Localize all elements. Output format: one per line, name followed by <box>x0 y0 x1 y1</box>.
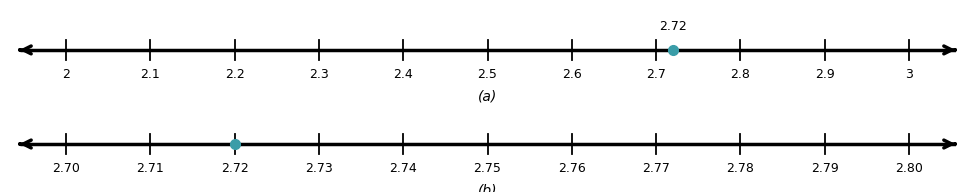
Text: 2.74: 2.74 <box>389 162 417 175</box>
Text: 2: 2 <box>62 68 70 81</box>
Text: 2.72: 2.72 <box>659 20 687 33</box>
Text: 2.4: 2.4 <box>393 68 413 81</box>
Text: 2.71: 2.71 <box>136 162 164 175</box>
Text: 2.76: 2.76 <box>558 162 586 175</box>
Text: 2.80: 2.80 <box>895 162 923 175</box>
Text: (a): (a) <box>478 90 497 104</box>
Text: 2.9: 2.9 <box>815 68 835 81</box>
Text: 2.7: 2.7 <box>646 68 666 81</box>
Text: 2.8: 2.8 <box>730 68 751 81</box>
Text: 2.3: 2.3 <box>309 68 329 81</box>
Text: 2.2: 2.2 <box>224 68 245 81</box>
Text: 2.78: 2.78 <box>726 162 755 175</box>
Text: 2.72: 2.72 <box>220 162 249 175</box>
Text: 2.73: 2.73 <box>305 162 332 175</box>
Text: 2.1: 2.1 <box>140 68 160 81</box>
Text: 2.79: 2.79 <box>811 162 838 175</box>
Text: 3: 3 <box>905 68 913 81</box>
Text: 2.6: 2.6 <box>562 68 582 81</box>
Text: 2.70: 2.70 <box>52 162 80 175</box>
Text: 2.75: 2.75 <box>474 162 501 175</box>
Text: 2.5: 2.5 <box>478 68 497 81</box>
Text: (b): (b) <box>478 184 497 192</box>
Text: 2.77: 2.77 <box>643 162 670 175</box>
